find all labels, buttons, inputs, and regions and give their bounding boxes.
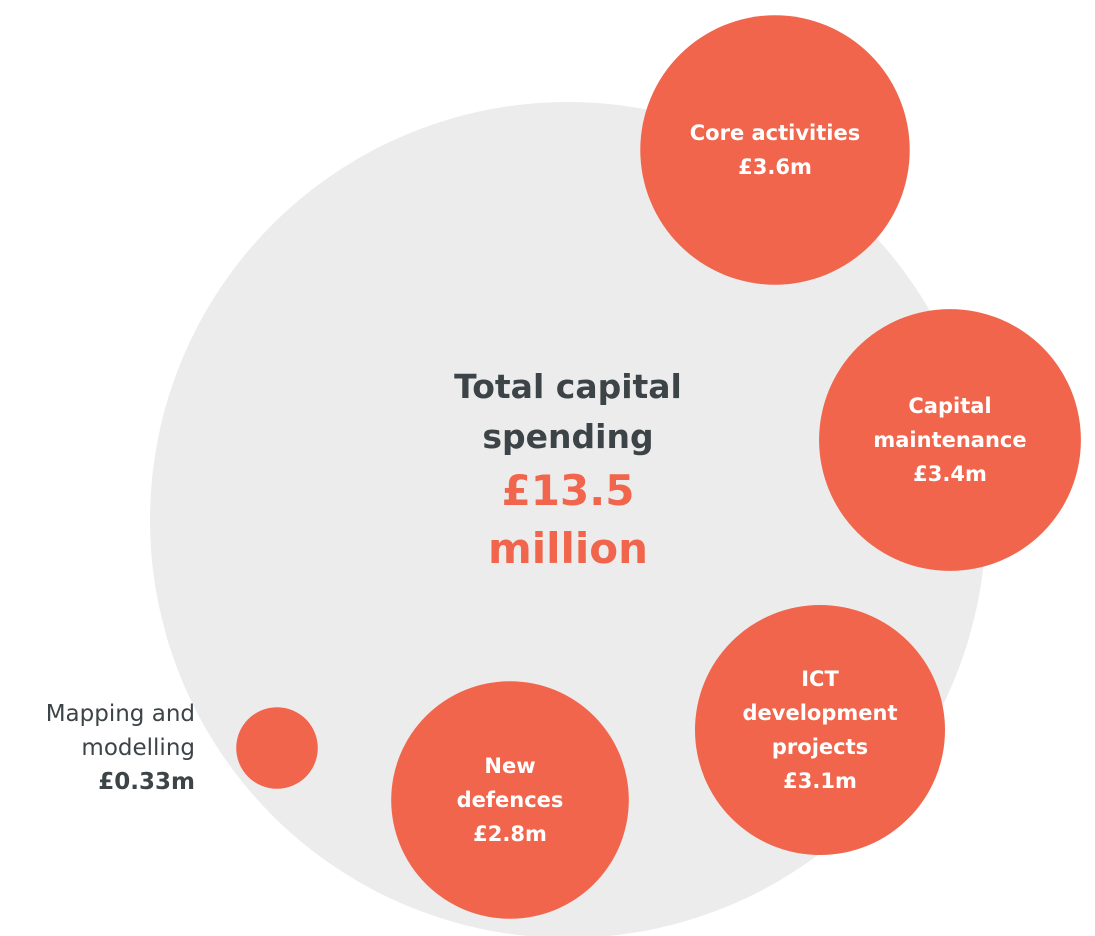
- bubble-label: New defences £2.8m: [445, 749, 575, 851]
- category-label: Capital maintenance: [873, 394, 1027, 452]
- category-label: Core activities: [689, 121, 861, 145]
- center-text: Total capital spending £13.5 million: [418, 362, 718, 578]
- value-label: £3.6m: [738, 155, 812, 179]
- category-label: ICT development projects: [742, 667, 898, 759]
- bubble: [819, 309, 1081, 571]
- value-label: £2.8m: [473, 822, 547, 846]
- value-label: £0.33m: [98, 769, 195, 795]
- bubble-label: ICT development projects £3.1m: [738, 662, 903, 798]
- total-label: £13.5 million: [487, 466, 649, 573]
- bubble: [694, 604, 946, 856]
- category-label: New defences: [456, 754, 564, 812]
- bubble-label: Mapping and modelling £0.33m: [0, 697, 195, 799]
- bubble-label: Capital maintenance £3.4m: [850, 389, 1050, 491]
- value-label: £3.4m: [913, 462, 987, 486]
- bubble-label: Core activities £3.6m: [660, 116, 890, 184]
- value-label: £3.1m: [783, 769, 857, 793]
- bubble: [640, 15, 910, 285]
- bubble: [236, 707, 318, 789]
- bubble: [391, 681, 629, 919]
- chart-title: Total capital spending: [454, 367, 682, 456]
- category-label: Mapping and modelling: [45, 701, 195, 761]
